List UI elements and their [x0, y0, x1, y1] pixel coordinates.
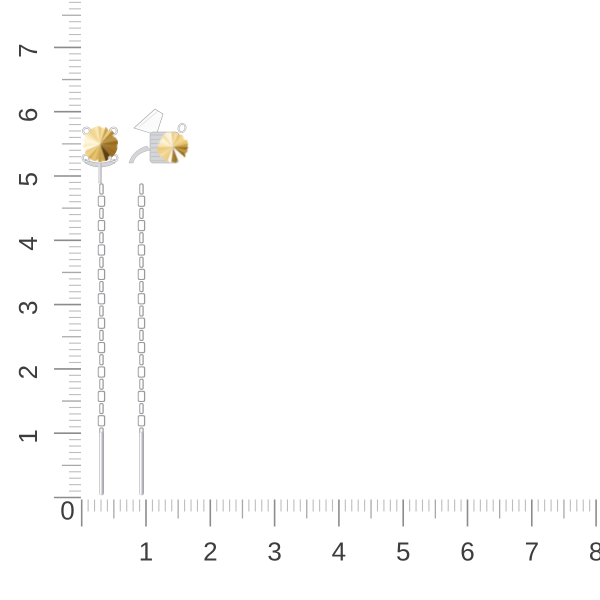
svg-text:1: 1: [13, 429, 43, 443]
svg-text:0: 0: [60, 495, 74, 525]
svg-text:4: 4: [332, 537, 346, 567]
svg-text:5: 5: [13, 172, 43, 186]
svg-text:7: 7: [525, 537, 539, 567]
svg-text:8: 8: [589, 537, 600, 567]
svg-text:4: 4: [13, 236, 43, 250]
svg-text:3: 3: [13, 301, 43, 315]
svg-text:6: 6: [460, 537, 474, 567]
svg-text:7: 7: [13, 43, 43, 57]
svg-text:2: 2: [203, 537, 217, 567]
svg-text:5: 5: [396, 537, 410, 567]
svg-text:2: 2: [13, 365, 43, 379]
svg-text:3: 3: [267, 537, 281, 567]
svg-text:6: 6: [13, 108, 43, 122]
svg-text:1: 1: [139, 537, 153, 567]
